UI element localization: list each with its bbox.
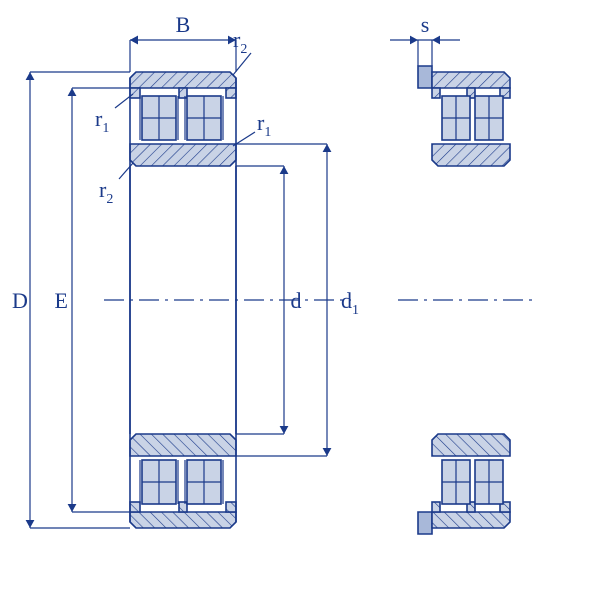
dim-s-label: s bbox=[421, 12, 430, 37]
dim-D-label: D bbox=[12, 288, 28, 313]
label-r2-top: r2 bbox=[233, 27, 247, 57]
dim-d1-label: d1 bbox=[341, 288, 359, 318]
label-r1-right: r1 bbox=[257, 110, 271, 140]
dim-B-label: B bbox=[176, 12, 191, 37]
dim-E-label: E bbox=[55, 288, 68, 313]
label-r2-left: r2 bbox=[99, 177, 113, 207]
dim-d-label: d bbox=[291, 288, 302, 313]
label-r1-left: r1 bbox=[95, 106, 109, 136]
